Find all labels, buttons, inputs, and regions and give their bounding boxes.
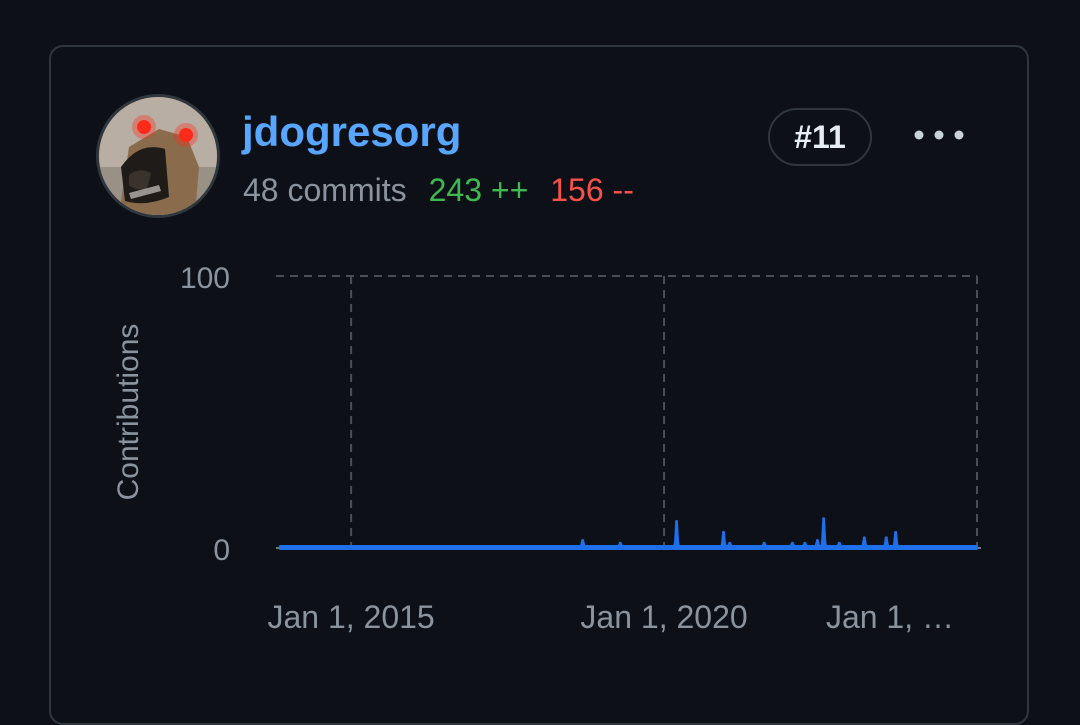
username-link[interactable]: jdogresorg [242, 108, 462, 155]
kebab-horizontal-icon [914, 130, 964, 140]
avatar[interactable] [96, 94, 220, 218]
contributor-stats: 48 commits 243 ++ 156 -- [243, 168, 634, 212]
deletions-count: 156 -- [550, 172, 634, 208]
commit-count[interactable]: 48 commits [243, 172, 407, 208]
avatar-image [99, 97, 217, 215]
more-options-button[interactable] [906, 112, 972, 158]
rank-badge: #11 [768, 108, 872, 166]
additions-count: 243 ++ [428, 172, 529, 208]
